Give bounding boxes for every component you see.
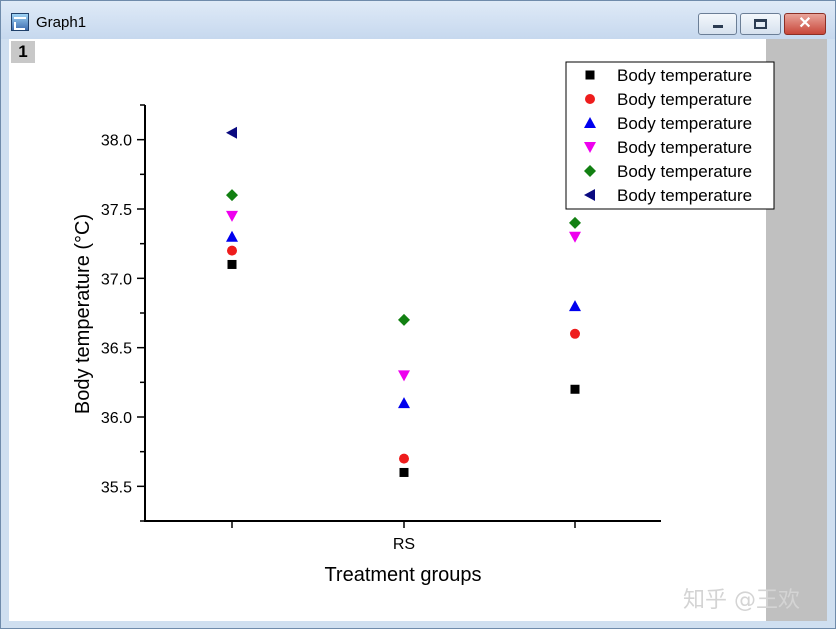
y-tick-label: 36.0	[101, 410, 132, 427]
data-point	[569, 231, 581, 243]
y-tick-label: 35.5	[101, 479, 132, 496]
data-point	[226, 230, 238, 242]
y-tick-label: 37.0	[101, 271, 132, 288]
data-point	[398, 313, 410, 326]
maximize-button[interactable]	[740, 13, 781, 35]
legend-label: Body temperature	[617, 114, 752, 133]
layer-badge[interactable]: 1	[11, 41, 35, 63]
window-title: Graph1	[36, 14, 87, 31]
y-tick-label: 36.5	[101, 341, 132, 358]
data-marks-group	[226, 126, 581, 477]
maximize-icon	[754, 19, 767, 29]
legend-marker	[584, 189, 595, 201]
close-button[interactable]: ✕	[784, 13, 826, 35]
legend-marker	[585, 94, 595, 104]
data-point	[399, 467, 409, 477]
legend-marker	[584, 142, 596, 153]
x-tick-label: RS	[393, 536, 415, 553]
data-point	[399, 453, 409, 464]
legend-box	[565, 61, 775, 210]
minimize-icon	[713, 25, 723, 28]
axes-group: 35.5 36.0 36.5 37.0 37.5 38.0 RS	[101, 104, 661, 553]
data-point	[570, 384, 580, 394]
title-bar[interactable]: Graph1 ✕	[1, 1, 835, 39]
y-tick-label: 37.5	[101, 202, 132, 219]
legend[interactable]: Body temperature Body temperature Body tem…	[565, 61, 775, 210]
data-point	[570, 328, 580, 339]
origin-graph-icon[interactable]	[11, 13, 29, 31]
data-point	[226, 189, 238, 202]
legend-label: Body temperature	[617, 162, 752, 181]
y-tick-label: 38.0	[101, 133, 132, 150]
legend-label: Body temperature	[617, 90, 752, 109]
data-point	[398, 397, 410, 409]
legend-label: Body temperature	[617, 66, 752, 85]
y-axis-label: Body temperature (°C)	[72, 214, 94, 414]
legend-marker	[584, 117, 596, 128]
watermark: 知乎 @王欢	[683, 588, 800, 613]
legend-marker	[584, 165, 596, 177]
data-point	[226, 210, 238, 222]
legend-label: Body temperature	[617, 138, 752, 157]
data-point	[227, 245, 237, 256]
data-point	[226, 126, 237, 139]
data-point	[227, 259, 237, 269]
minimize-button[interactable]	[698, 13, 737, 35]
data-point	[398, 370, 410, 382]
legend-marker	[585, 70, 595, 80]
data-point	[569, 300, 581, 312]
data-point	[569, 216, 581, 229]
x-axis-label: Treatment groups	[324, 564, 481, 586]
legend-label: Body temperature	[617, 186, 752, 205]
close-icon: ✕	[798, 15, 812, 32]
